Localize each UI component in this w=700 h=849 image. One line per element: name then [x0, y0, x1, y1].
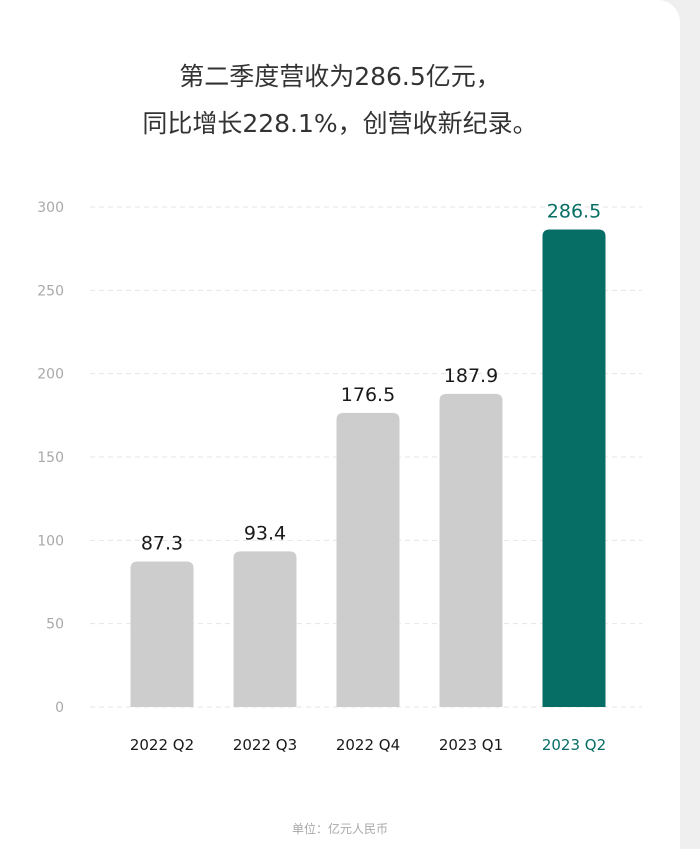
y-tick-label-150: 150: [37, 450, 64, 466]
y-tick-label-200: 200: [37, 367, 64, 383]
data-label-2023-Q2: 286.5: [547, 201, 601, 223]
x-tick-label-2023-Q1: 2023 Q1: [439, 736, 503, 754]
data-label-2023-Q1: 187.9: [444, 365, 498, 387]
y-tick-label-250: 250: [37, 283, 64, 299]
unit-note: 单位：亿元人民币: [291, 822, 388, 836]
x-tick-label-2023-Q2: 2023 Q2: [542, 736, 606, 754]
y-tick-label-100: 100: [37, 533, 64, 549]
x-tick-label-2022-Q3: 2022 Q3: [233, 736, 297, 754]
x-tick-label-2022-Q2: 2022 Q2: [130, 736, 194, 754]
y-tick-label-300: 300: [37, 200, 64, 216]
x-tick-label-2022-Q4: 2022 Q4: [336, 736, 400, 754]
data-label-2022-Q4: 176.5: [341, 384, 395, 406]
y-tick-label-50: 50: [46, 617, 64, 633]
y-tick-label-0: 0: [55, 700, 64, 716]
chart-title-line-2: 同比增长228.1%，创营收新纪录。: [142, 109, 538, 138]
data-label-2022-Q2: 87.3: [141, 533, 183, 555]
bar-chart: 0 50 100 150 200 250 300 87.3 2022 Q2 93.4 2022 Q3…: [37, 200, 642, 754]
chart-card: 第二季度营收为286.5亿元， 同比增长228.1%，创营收新纪录。 0 50 10…: [0, 0, 680, 849]
chart-title-line-1: 第二季度营收为286.5亿元，: [179, 62, 501, 91]
data-label-2022-Q3: 93.4: [244, 522, 286, 544]
bar-2023-Q1: [439, 393, 503, 707]
bar-2022-Q4: [336, 412, 400, 707]
bar-2022-Q3: [233, 551, 297, 707]
bar-2022-Q2: [130, 561, 194, 707]
bar-2023-Q2: [542, 229, 606, 707]
